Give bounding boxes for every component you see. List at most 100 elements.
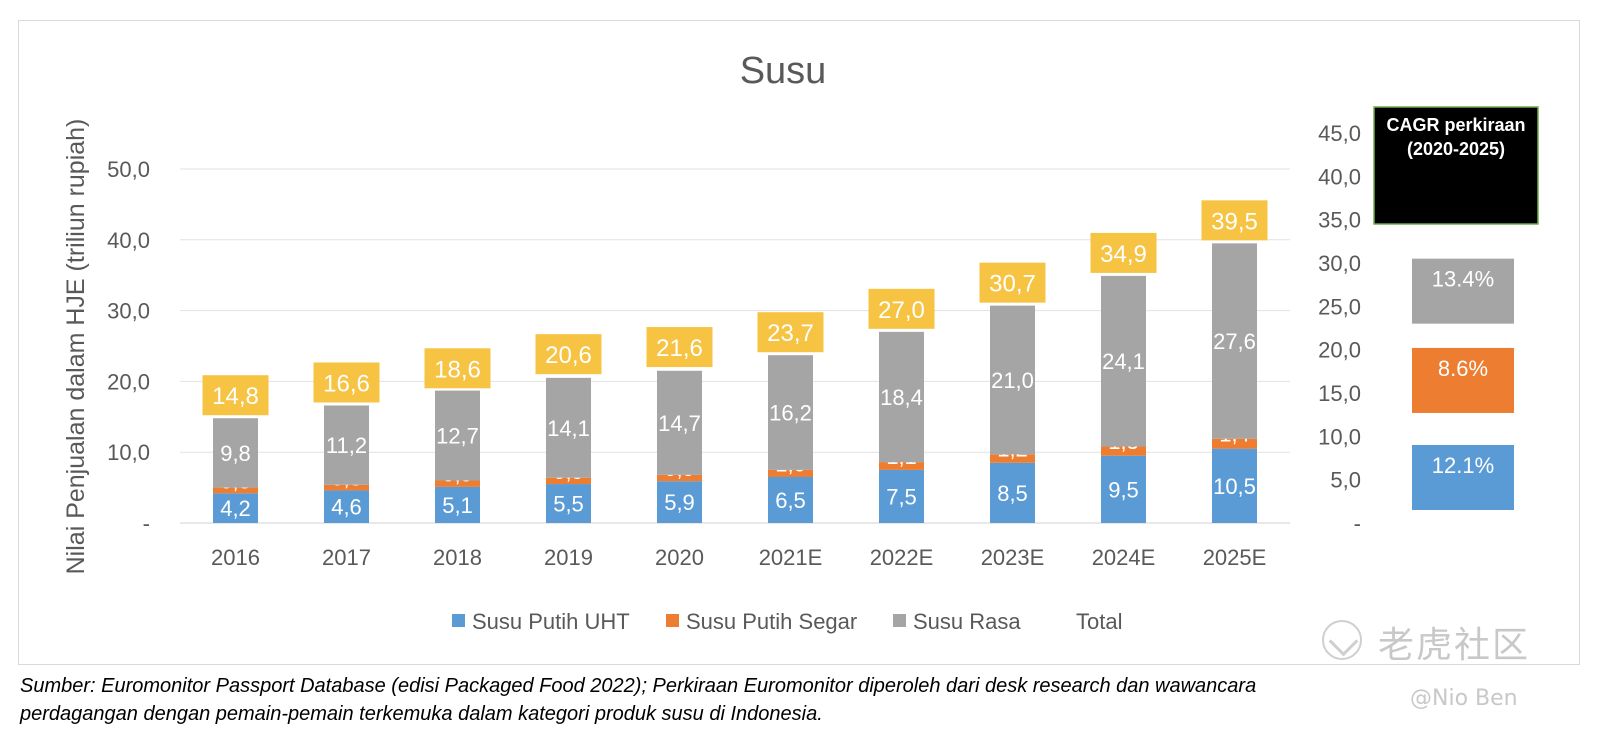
source-note-line-1: Sumber: Euromonitor Passport Database (e… — [20, 675, 1257, 697]
bar-susu-putih-segar — [879, 462, 924, 470]
bar-susu-putih-uht — [1101, 455, 1146, 523]
bar-label-susu-rasa: 21,0 — [991, 368, 1034, 393]
bar-label-susu-putih-uht: 9,5 — [1108, 477, 1139, 502]
bar-susu-putih-segar — [1101, 446, 1146, 456]
bar-susu-putih-segar — [546, 477, 591, 485]
bar-susu-rasa — [213, 418, 258, 488]
cagr-header-text: (2020-2025) — [1407, 139, 1505, 159]
secondary-y-tick-label: 45,0 — [1318, 121, 1361, 146]
x-tick-label: 2025E — [1203, 545, 1267, 570]
bar-susu-putih-uht — [657, 481, 702, 523]
secondary-y-tick-label: 5,0 — [1330, 468, 1361, 493]
bar-susu-putih-uht — [546, 484, 591, 523]
bar-label-susu-rasa: 27,6 — [1213, 329, 1256, 354]
chart: Susu Nilai Penjualan dalam HJE (triliun r… — [62, 50, 1539, 634]
watermark-user: @Nio Ben — [1410, 686, 1518, 711]
bar-label-susu-putih-uht: 7,5 — [886, 484, 917, 509]
cagr-box-susu-rasa — [1412, 258, 1514, 324]
total-label-box — [202, 375, 269, 416]
x-tick-label: 2019 — [544, 545, 593, 570]
total-label: 39,5 — [1211, 208, 1258, 235]
bar-susu-putih-uht — [1212, 448, 1257, 523]
bar-susu-rasa — [546, 377, 591, 478]
bar-susu-rasa — [990, 305, 1035, 455]
cagr-label-susu-rasa: 13.4% — [1432, 267, 1494, 292]
bar-susu-rasa — [435, 390, 480, 481]
total-label-box — [1090, 232, 1157, 273]
bar-label-susu-rasa: 24,1 — [1102, 349, 1145, 374]
watermark-logo-icon — [1322, 620, 1362, 660]
y-tick-label: 10,0 — [107, 440, 150, 465]
bar-susu-rasa — [768, 355, 813, 470]
legend-swatch — [893, 614, 906, 627]
bar-susu-rasa — [324, 405, 369, 485]
secondary-y-tick-label: 35,0 — [1318, 208, 1361, 233]
bar-susu-putih-uht — [879, 469, 924, 523]
bar-label-susu-putih-uht: 4,2 — [220, 496, 251, 521]
legend-label: Total — [1076, 609, 1122, 634]
total-label-box — [1201, 200, 1268, 241]
bar-label-susu-rasa: 18,4 — [880, 385, 923, 410]
total-label: 23,7 — [767, 320, 814, 347]
bar-susu-rasa — [657, 370, 702, 475]
cagr-box-susu-putih-uht — [1412, 445, 1514, 510]
bar-susu-putih-segar — [657, 474, 702, 482]
legend-swatch — [666, 614, 679, 627]
secondary-y-tick-label: 20,0 — [1318, 338, 1361, 363]
bar-label-susu-rasa: 16,2 — [769, 401, 812, 426]
bar-label-susu-putih-uht: 5,1 — [442, 493, 473, 518]
total-label-box — [535, 334, 602, 375]
secondary-y-tick-label: 40,0 — [1318, 164, 1361, 189]
bar-susu-putih-uht — [324, 490, 369, 523]
y-tick-label: 40,0 — [107, 228, 150, 253]
bar-susu-rasa — [879, 331, 924, 463]
y-tick-label: 30,0 — [107, 299, 150, 324]
secondary-y-tick-label: 25,0 — [1318, 294, 1361, 319]
bar-susu-putih-segar — [768, 469, 813, 477]
bar-susu-putih-segar — [1212, 438, 1257, 449]
secondary-y-tick-label: 10,0 — [1318, 424, 1361, 449]
cagr-header-text: CAGR perkiraan — [1386, 115, 1525, 135]
source-note: Sumber: Euromonitor Passport Database (e… — [20, 672, 1440, 728]
source-note-line-2: perdagangan dengan pemain-pemain terkemu… — [20, 703, 823, 725]
total-label: 27,0 — [878, 297, 925, 324]
x-tick-label: 2022E — [870, 545, 934, 570]
bar-label-susu-rasa: 12,7 — [436, 424, 479, 449]
bar-susu-putih-uht — [990, 462, 1035, 523]
total-label-box — [313, 362, 380, 403]
legend-label: Susu Putih UHT — [472, 609, 630, 634]
y-tick-label: 50,0 — [107, 157, 150, 182]
total-label-box — [646, 327, 713, 368]
total-label-box — [868, 288, 935, 329]
y-axis-label: Nilai Penjualan dalam HJE (triliun rupia… — [62, 119, 90, 575]
bar-label-susu-putih-uht: 10,5 — [1213, 474, 1256, 499]
bar-susu-putih-uht — [213, 493, 258, 523]
cagr-header-box — [1373, 106, 1539, 225]
x-tick-label: 2018 — [433, 545, 482, 570]
legend-swatch — [452, 614, 465, 627]
bar-label-susu-rasa: 14,7 — [658, 411, 701, 436]
total-label: 30,7 — [989, 271, 1036, 298]
bar-label-susu-putih-uht: 8,5 — [997, 481, 1028, 506]
total-label: 20,6 — [545, 342, 592, 369]
x-tick-label: 2016 — [211, 545, 260, 570]
bar-susu-putih-segar — [435, 480, 480, 487]
bar-label-susu-rasa: 9,8 — [220, 441, 251, 466]
bar-susu-putih-uht — [768, 476, 813, 523]
bar-label-susu-rasa: 14,1 — [547, 416, 590, 441]
secondary-y-tick-label: 15,0 — [1318, 381, 1361, 406]
bar-susu-rasa — [1101, 275, 1146, 447]
total-label: 16,6 — [323, 370, 370, 397]
chart-title: Susu — [740, 50, 827, 92]
total-label: 34,9 — [1100, 241, 1147, 268]
total-label-box — [757, 312, 824, 353]
x-tick-label: 2021E — [759, 545, 823, 570]
y-tick-label: 20,0 — [107, 369, 150, 394]
total-label: 14,8 — [212, 383, 259, 410]
x-tick-label: 2023E — [981, 545, 1045, 570]
chart-frame — [18, 20, 1580, 665]
secondary-y-tick-label: 30,0 — [1318, 251, 1361, 276]
x-tick-label: 2017 — [322, 545, 371, 570]
x-tick-label: 2024E — [1092, 545, 1156, 570]
y-tick-label: - — [143, 511, 150, 536]
